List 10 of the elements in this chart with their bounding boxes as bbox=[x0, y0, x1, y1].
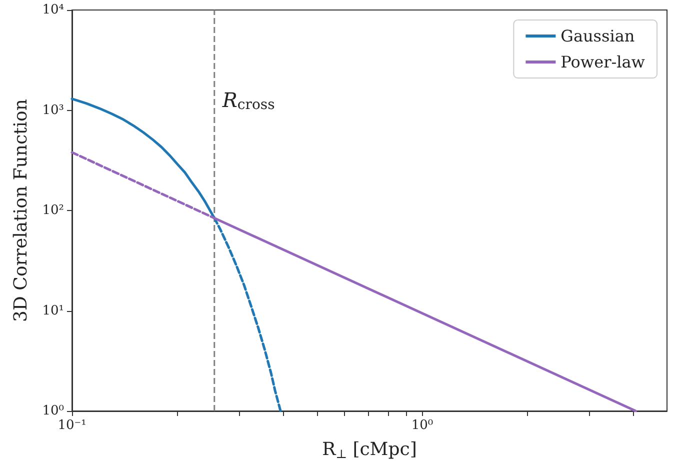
x-axis-title: R⊥ [cMpc] bbox=[322, 439, 417, 461]
legend-label: Gaussian bbox=[560, 26, 635, 46]
y-tick-label: 10³ bbox=[42, 102, 64, 118]
y-tick-label: 10² bbox=[42, 203, 64, 218]
legend-label: Power-law bbox=[560, 52, 646, 72]
x-tick-label: 10⁻¹ bbox=[58, 418, 86, 433]
y-tick-label: 10¹ bbox=[42, 303, 64, 318]
y-axis-title: 3D Correlation Function bbox=[10, 98, 32, 322]
y-tick-label: 10⁰ bbox=[42, 404, 64, 418]
y-tick-label: 10⁴ bbox=[42, 2, 64, 18]
